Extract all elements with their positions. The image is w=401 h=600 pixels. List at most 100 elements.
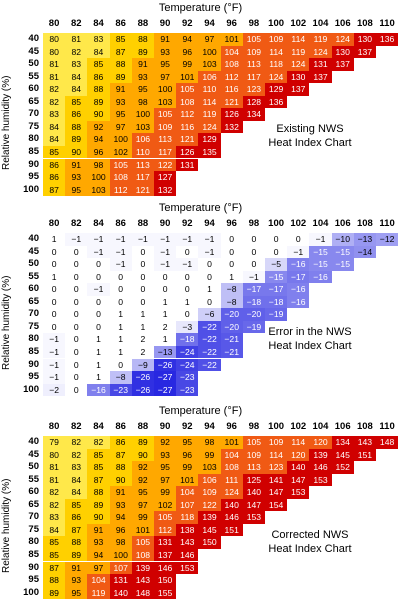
heatmap-cell: 139 bbox=[198, 511, 221, 524]
heatmap-cell: 97 bbox=[109, 120, 132, 134]
heatmap-cell: 99 bbox=[198, 448, 221, 462]
heatmap-cell: 152 bbox=[331, 461, 354, 474]
heatmap-cell: −8 bbox=[220, 283, 243, 296]
heatmap-cell: 131 bbox=[309, 58, 332, 71]
heatmap-cell: 126 bbox=[220, 108, 243, 121]
heatmap-cell: 153 bbox=[309, 473, 332, 487]
heatmap-cell: 97 bbox=[87, 561, 110, 575]
heatmap-cell: 83 bbox=[87, 33, 110, 46]
heatmap-cell: 87 bbox=[43, 561, 66, 575]
caption-line: Corrected NWS bbox=[271, 529, 349, 541]
heatmap-cell: −1 bbox=[176, 258, 199, 271]
heatmap-cell: −1 bbox=[87, 233, 110, 246]
heatmap-cell: 124 bbox=[287, 58, 310, 71]
heatmap-cell: −1 bbox=[87, 245, 110, 259]
heatmap-cell: 98 bbox=[109, 536, 132, 549]
heatmap-cell: −1 bbox=[109, 233, 132, 246]
heatmap-cell: 93 bbox=[65, 574, 88, 587]
y-tick-label: 80 bbox=[28, 333, 39, 345]
heatmap-cell: 109 bbox=[198, 486, 221, 499]
heatmap-cell: −22 bbox=[198, 345, 221, 359]
heatmap-cell: 96 bbox=[176, 448, 199, 462]
heatmap-cell: 117 bbox=[154, 145, 177, 159]
x-tick-label: 88 bbox=[137, 18, 149, 29]
y-tick-label: 95 bbox=[28, 371, 39, 383]
heatmap-cell: 107 bbox=[109, 561, 132, 575]
heatmap-cell: 121 bbox=[176, 133, 199, 146]
heatmap-cell: −5 bbox=[265, 258, 288, 271]
heatmap-cell: −15 bbox=[331, 245, 354, 259]
y-tick-label: 50 bbox=[28, 461, 39, 473]
heatmap-cell: 131 bbox=[109, 574, 132, 587]
heatmap-cell: 110 bbox=[198, 83, 221, 96]
heatmap-cell: 111 bbox=[220, 473, 243, 487]
heatmap-cell: 88 bbox=[131, 33, 154, 46]
heatmap-cell: 106 bbox=[131, 133, 154, 146]
heatmap-cell: 147 bbox=[242, 498, 265, 512]
x-tick-label: 90 bbox=[159, 218, 171, 229]
caption-line: Heat Index Chart bbox=[268, 340, 352, 352]
heatmap-cell: 0 bbox=[65, 270, 88, 284]
heatmap-cell: 101 bbox=[176, 473, 199, 487]
heatmap-cell: 101 bbox=[176, 70, 199, 84]
heatmap-cell: −26 bbox=[154, 358, 177, 372]
heatmap-cell: 109 bbox=[265, 436, 288, 449]
heatmap-cell: 83 bbox=[43, 108, 66, 121]
heatmap-cell: 0 bbox=[87, 270, 110, 284]
heatmap-cell: 108 bbox=[176, 95, 199, 109]
heatmap-cell: 93 bbox=[87, 536, 110, 549]
y-tick-label: 90 bbox=[28, 358, 39, 370]
y-tick-label: 95 bbox=[28, 171, 39, 183]
x-tick-label: 96 bbox=[226, 421, 237, 432]
heatmap-cell: −18 bbox=[242, 295, 265, 309]
heatmap-cell: 82 bbox=[43, 498, 66, 512]
chart-caption: Existing NWS Heat Index Chart bbox=[235, 122, 385, 150]
x-tick-label: 82 bbox=[70, 218, 82, 229]
heatmap-cell: 0 bbox=[65, 258, 88, 271]
heatmap-cell: 80 bbox=[43, 33, 66, 46]
y-axis-title: Relative humidity (%) bbox=[1, 275, 12, 370]
heatmap-cell: 0 bbox=[65, 345, 88, 359]
heatmap-cell: 128 bbox=[242, 95, 265, 109]
y-tick-label: 55 bbox=[28, 270, 39, 282]
heatmap-cell: 98 bbox=[87, 158, 110, 172]
heatmap-cell: 155 bbox=[154, 586, 177, 600]
heatmap-cell: −14 bbox=[353, 245, 376, 259]
heatmap-cell: 105 bbox=[176, 83, 199, 96]
x-tick-label: 82 bbox=[70, 421, 82, 432]
heatmap-cell: 84 bbox=[43, 133, 66, 146]
heatmap-cell: −2 bbox=[43, 383, 66, 397]
heatmap-cell: 113 bbox=[154, 133, 177, 146]
heatmap-cell: 151 bbox=[353, 448, 376, 462]
heatmap-cell: 108 bbox=[131, 548, 154, 562]
heatmap-cell: −16 bbox=[287, 283, 310, 296]
heatmap-cell: 0 bbox=[87, 295, 110, 309]
heatmap-cell: 0 bbox=[198, 295, 221, 309]
x-tick-label: 98 bbox=[248, 18, 260, 29]
heatmap-cell: 100 bbox=[198, 45, 221, 59]
heatmap-cell: −12 bbox=[376, 233, 399, 246]
heatmap-cell: 96 bbox=[176, 45, 199, 59]
heatmap-cell: 82 bbox=[43, 83, 66, 96]
heatmap-cell: 0 bbox=[87, 308, 110, 321]
heatmap-cell: 135 bbox=[198, 145, 221, 159]
heatmap-cell: −1 bbox=[131, 233, 154, 246]
x-tick-label: 84 bbox=[93, 421, 104, 432]
x-tick-label: 102 bbox=[290, 18, 307, 29]
heatmap-cell: 150 bbox=[154, 574, 177, 587]
heatmap-cell: 108 bbox=[220, 461, 243, 474]
heatmap-cell: −18 bbox=[265, 295, 288, 309]
heatmap-cell: −19 bbox=[265, 308, 288, 321]
x-tick-label: 106 bbox=[334, 18, 351, 29]
heatmap-cell: −1 bbox=[242, 270, 265, 284]
heatmap-cell: 91 bbox=[109, 486, 132, 499]
heatmap-cell: 105 bbox=[154, 108, 177, 121]
heatmap-cell: 93 bbox=[109, 95, 132, 109]
heatmap-cell: 148 bbox=[131, 586, 154, 600]
heatmap-cell: 125 bbox=[242, 473, 265, 487]
x-tick-label: 84 bbox=[93, 18, 104, 29]
heatmap-cell: 124 bbox=[198, 120, 221, 134]
heatmap-cell: 103 bbox=[198, 58, 221, 71]
heatmap-cell: 95 bbox=[154, 461, 177, 474]
x-tick-label: 88 bbox=[137, 421, 149, 432]
